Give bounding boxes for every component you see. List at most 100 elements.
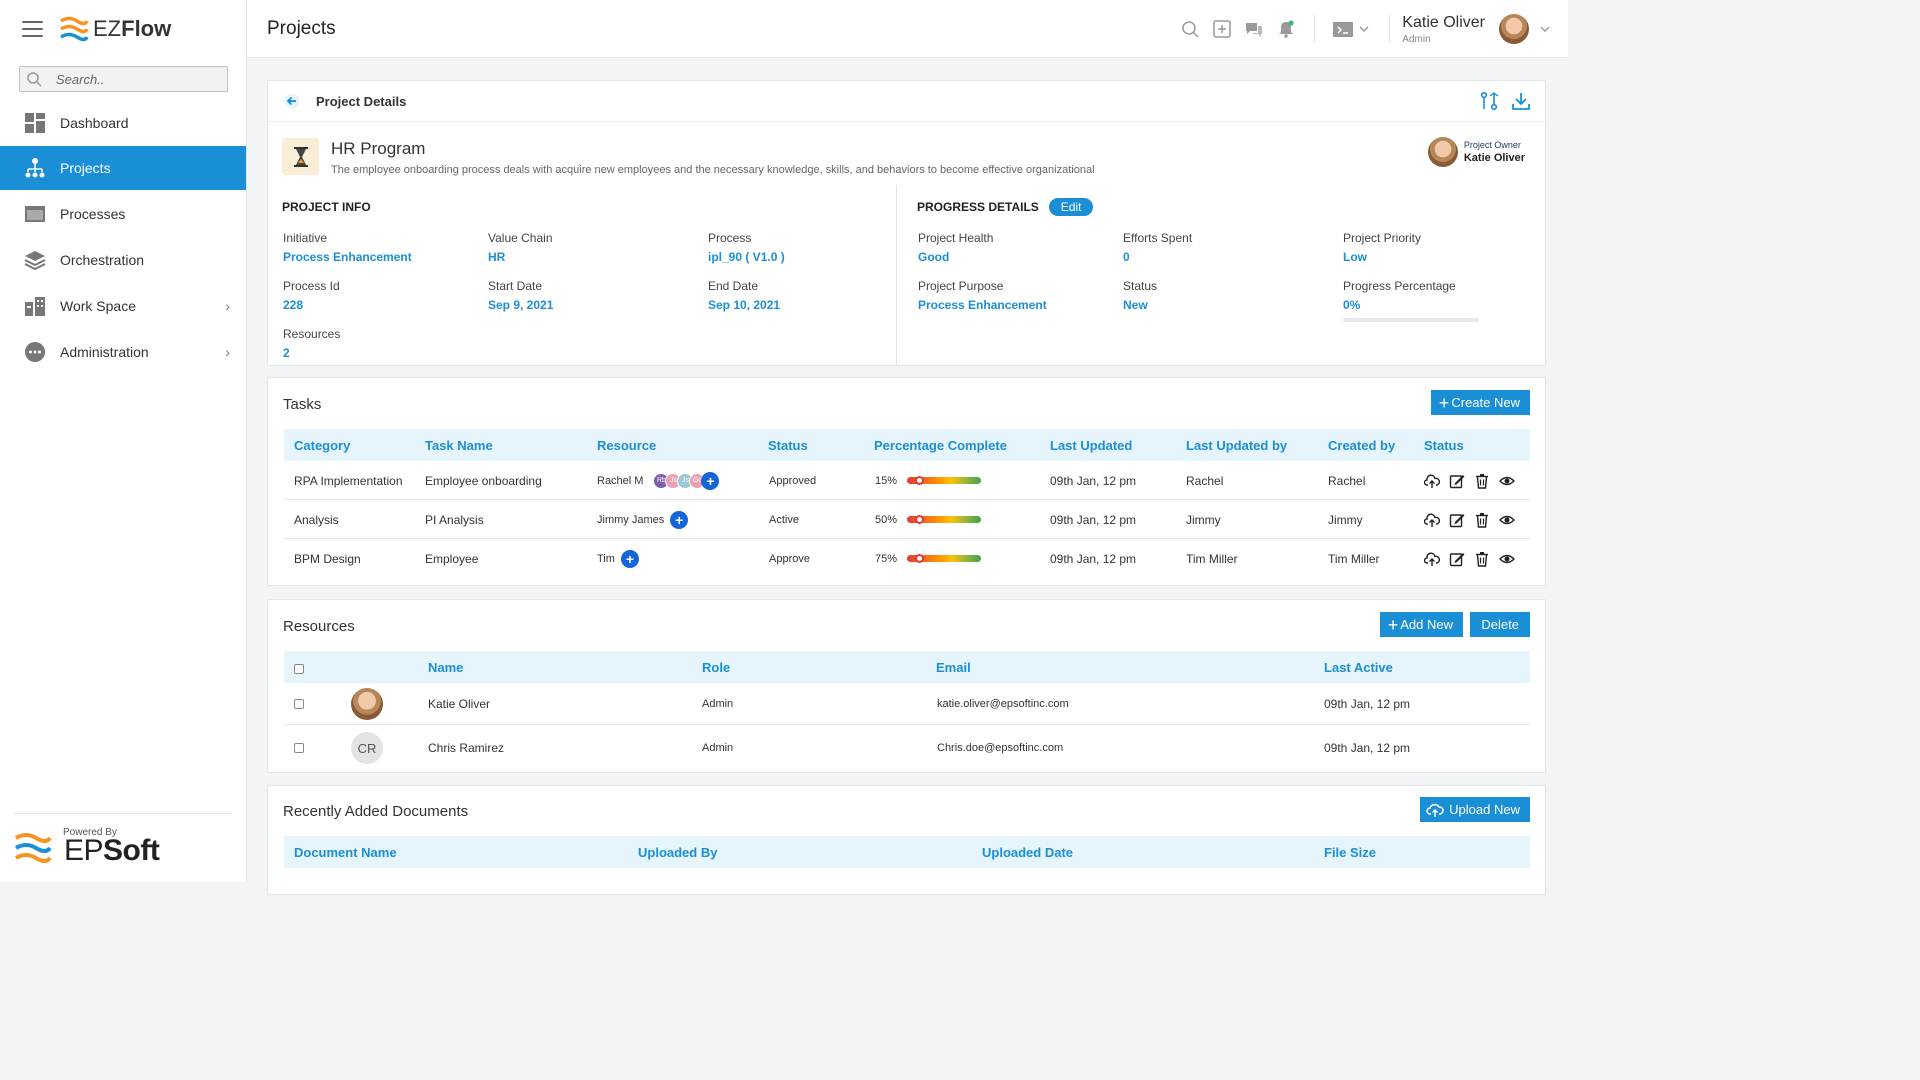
back-arrow-icon[interactable] — [284, 93, 300, 109]
project-summary: HR Program The employee onboarding proce… — [268, 122, 1545, 176]
add-resource-button[interactable]: + — [620, 549, 639, 568]
column-header[interactable]: Category — [294, 437, 351, 453]
cloud-upload-icon[interactable] — [1424, 473, 1440, 489]
user-info[interactable]: Katie Oliver Admin — [1402, 14, 1485, 45]
resource-role: Admin — [702, 742, 734, 754]
compare-icon[interactable] — [1479, 91, 1499, 116]
add-resource-button[interactable]: + — [670, 510, 689, 529]
sidebar-item-projects[interactable]: Projects — [0, 146, 246, 190]
add-resource-button[interactable]: + — [701, 471, 720, 490]
percentage-knob — [915, 554, 925, 563]
sidebar-search — [19, 66, 228, 92]
column-header[interactable]: Created by — [1328, 437, 1396, 453]
column-header[interactable]: Email — [936, 659, 971, 675]
sidebar-item-work-space[interactable]: Work Space › — [0, 283, 246, 328]
resource-email[interactable]: Chris.doe@epsoftinc.com — [937, 742, 1064, 754]
notification-bell-icon[interactable] — [1275, 18, 1297, 40]
resource-name[interactable]: Chris Ramirez — [428, 741, 505, 755]
status-field: Status New — [1123, 279, 1157, 312]
column-header[interactable]: Task Name — [425, 437, 493, 453]
task-status: Approved — [769, 474, 817, 487]
task-name[interactable]: Employee onboarding — [425, 473, 542, 488]
edit-icon[interactable] — [1449, 473, 1465, 489]
hamburger-menu-icon[interactable] — [22, 21, 43, 37]
project-info-title: PROJECT INFO — [282, 200, 371, 214]
ezflow-logo[interactable]: EZ Flow — [59, 16, 171, 42]
view-icon[interactable] — [1499, 473, 1515, 489]
percentage-bar — [907, 515, 982, 524]
owner-avatar — [1427, 137, 1458, 167]
edit-icon[interactable] — [1449, 512, 1465, 528]
progress-details-section: PROGRESS DETAILS Edit Project Health Goo… — [917, 185, 1537, 322]
download-icon[interactable] — [1511, 91, 1531, 116]
column-header[interactable]: Uploaded By — [638, 844, 718, 860]
task-percentage: 15% — [875, 461, 982, 500]
task-status: Active — [769, 513, 799, 526]
chat-icon[interactable] — [1243, 18, 1265, 40]
add-square-icon[interactable] — [1211, 18, 1233, 40]
more-dots-icon — [24, 341, 46, 363]
sidebar-item-processes[interactable]: Processes — [0, 191, 246, 236]
create-new-button[interactable]: + Create New — [1430, 390, 1530, 415]
top-header: Projects Katie Oliver Admin — [247, 0, 1568, 58]
cloud-upload-icon[interactable] — [1424, 551, 1440, 567]
field-value: ipl_90 ( V1.0 ) — [708, 250, 785, 264]
column-header[interactable]: Last Updated — [1050, 437, 1133, 453]
column-header[interactable]: Last Updated by — [1186, 437, 1288, 453]
edit-button[interactable]: Edit — [1048, 198, 1094, 216]
efforts-spent-field: Efforts Spent 0 — [1123, 231, 1192, 264]
column-header[interactable]: Uploaded Date — [982, 844, 1074, 860]
sidebar-item-dashboard[interactable]: Dashboard — [0, 100, 246, 145]
table-row: BPM Design Employee Tim + Approve 75% 09… — [284, 539, 1530, 578]
column-header[interactable]: Role — [702, 659, 731, 675]
resource-avatars: Rb Js Js Gd — [653, 472, 706, 489]
sidebar-item-label: Processes — [60, 205, 126, 222]
column-header[interactable]: Status — [768, 437, 808, 453]
cloud-upload-icon[interactable] — [1424, 512, 1440, 528]
percentage-knob — [915, 476, 925, 485]
resource-last-active: 09th Jan, 12 pm — [1324, 741, 1411, 755]
view-icon[interactable] — [1499, 551, 1515, 567]
progress-details-title: PROGRESS DETAILS Edit — [917, 198, 1537, 216]
field-value: Sep 9, 2021 — [488, 298, 554, 312]
column-header[interactable]: Status — [1424, 437, 1464, 453]
task-name[interactable]: PI Analysis — [425, 512, 484, 527]
task-created-by: Tim Miller — [1328, 551, 1380, 566]
delete-icon[interactable] — [1474, 473, 1490, 489]
documents-title: Recently Added Documents — [283, 802, 469, 820]
field-label: Process — [708, 231, 752, 245]
sidebar-item-orchestration[interactable]: Orchestration — [0, 237, 246, 282]
search-input[interactable] — [56, 71, 206, 87]
column-header[interactable]: Document Name — [294, 844, 397, 860]
task-last-updated: 09th Jan, 12 pm — [1050, 551, 1137, 566]
row-checkbox[interactable] — [294, 725, 304, 771]
search-icon[interactable] — [1179, 18, 1201, 40]
project-priority-field: Project Priority Low — [1343, 231, 1421, 264]
delete-icon[interactable] — [1474, 551, 1490, 567]
column-header[interactable]: Name — [428, 659, 464, 675]
field-value: Process Enhancement — [283, 250, 412, 264]
edit-icon[interactable] — [1449, 551, 1465, 567]
table-header: Document Name Uploaded By Uploaded Date … — [284, 836, 1530, 868]
delete-button[interactable]: Delete — [1470, 612, 1530, 637]
user-avatar[interactable] — [1499, 14, 1529, 44]
resource-name[interactable]: Katie Oliver — [428, 697, 491, 711]
terminal-dropdown-icon[interactable] — [1332, 18, 1372, 40]
column-header[interactable]: Percentage Complete — [874, 437, 1007, 453]
org-chart-icon — [24, 157, 46, 179]
delete-icon[interactable] — [1474, 512, 1490, 528]
view-icon[interactable] — [1499, 512, 1515, 528]
column-header[interactable]: File Size — [1324, 844, 1377, 860]
upload-new-button[interactable]: Upload New — [1420, 797, 1530, 822]
layers-icon — [24, 249, 46, 271]
end-date-field: End Date Sep 10, 2021 — [708, 279, 780, 312]
column-header[interactable]: Resource — [597, 437, 657, 453]
add-new-button[interactable]: + Add New — [1379, 612, 1463, 637]
column-header[interactable]: Last Active — [1324, 659, 1393, 675]
sidebar-item-administration[interactable]: Administration › — [0, 329, 246, 374]
task-name[interactable]: Employee — [425, 551, 479, 566]
field-value: 0 — [1123, 250, 1130, 264]
row-checkbox[interactable] — [294, 683, 304, 725]
chevron-down-icon[interactable] — [1534, 18, 1556, 40]
resource-email[interactable]: katie.oliver@epsoftinc.com — [937, 698, 1069, 710]
